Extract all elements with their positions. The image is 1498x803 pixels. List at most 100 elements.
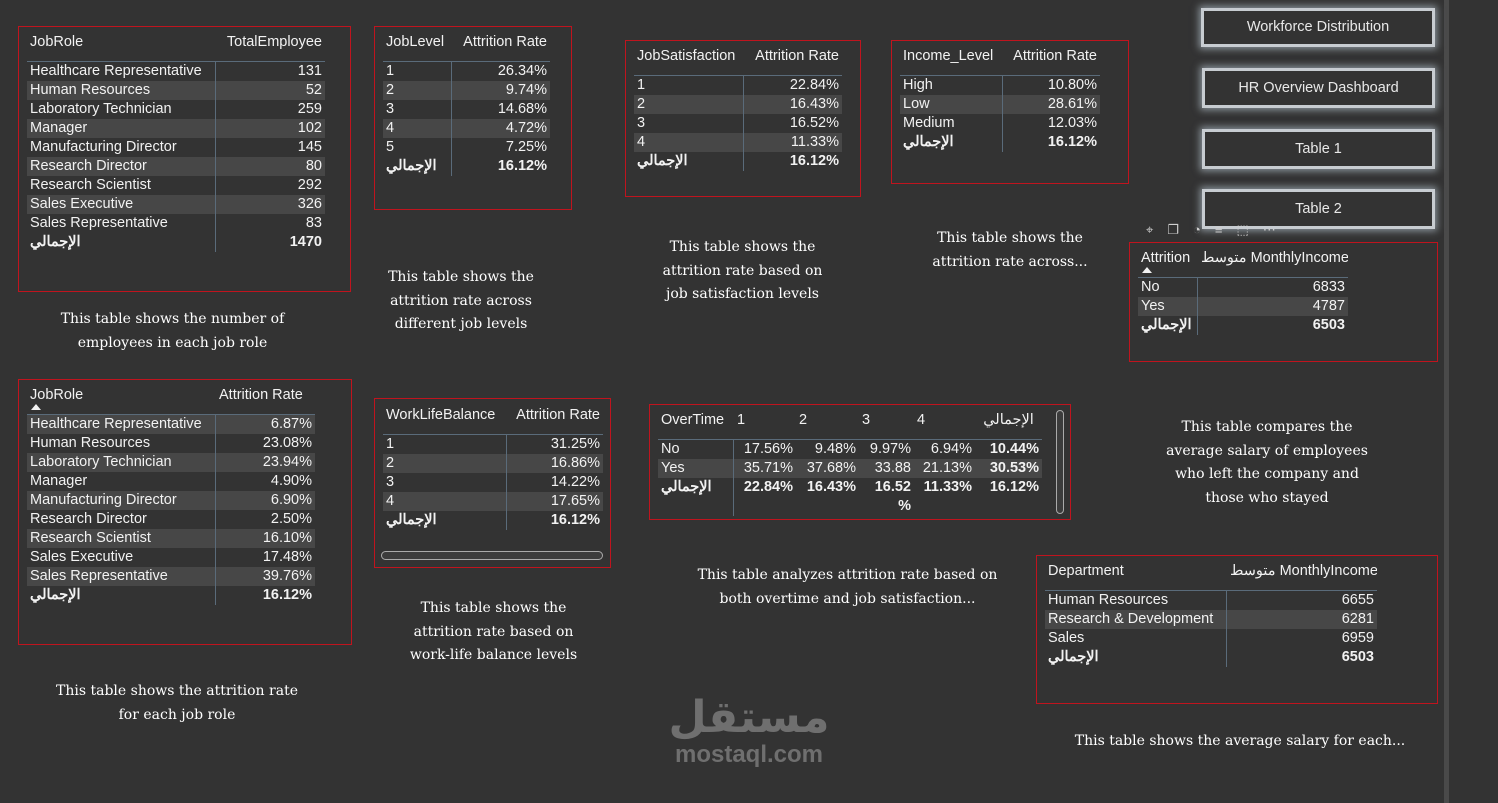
table-body: No 17.56% 9.48% 9.97% 6.94% 10.44% Yes 3… [658,440,1042,516]
column-header[interactable]: متوسط MonthlyIncome [1230,563,1377,579]
jobrole-attrition-table[interactable]: JobRole Attrition Rate Healthcare Represe… [27,386,315,605]
more-icon[interactable]: ⋯ [1262,222,1276,237]
column-header[interactable]: JobLevel [386,34,445,50]
column-header[interactable]: Attrition Rate [219,387,303,403]
bell-icon[interactable]: ◔ [1192,222,1201,237]
page-scrollbar[interactable] [1444,0,1449,803]
watermark-arabic: مستقل [668,692,830,743]
table-row[interactable]: 4 4.72% [383,119,550,138]
table-row[interactable]: 2 16.43% [634,95,842,114]
sort-ascending-icon[interactable] [1142,267,1152,273]
income-attrition-note: This table shows the attrition rate acro… [932,230,1088,270]
column-header[interactable]: Income_Level [903,48,994,64]
table-row[interactable]: Manufacturing Director 6.90% [27,491,315,510]
attrition-income-note: This table compares the average salary o… [1166,419,1368,506]
department-income-table[interactable]: Department متوسط MonthlyIncome Human Reso… [1045,562,1377,667]
column-header[interactable]: OverTime [661,412,725,428]
column-header[interactable]: 1 [737,412,746,428]
column-header[interactable]: 4 [917,412,926,428]
table-row[interactable]: Laboratory Technician 23.94% [27,453,315,472]
column-header[interactable]: Attrition [1141,250,1191,266]
column-header[interactable]: TotalEmployee [226,34,322,50]
table-row[interactable]: No 17.56% 9.48% 9.97% 6.94% 10.44% [658,440,1042,459]
table-1-button[interactable]: Table 1 [1202,129,1435,169]
table-row[interactable]: Sales Representative 83 [27,214,325,233]
overtime-matrix-table[interactable]: OverTime 1 2 3 4 الإجمالي No 17.56% 9.48… [658,411,1042,516]
table-row[interactable]: Healthcare Representative 6.87% [27,415,315,434]
table-row[interactable]: Sales Executive 326 [27,195,325,214]
table-row[interactable]: Research Scientist 16.10% [27,529,315,548]
hr-overview-dashboard-button[interactable]: HR Overview Dashboard [1202,68,1435,108]
table-row[interactable]: No 6833 [1138,278,1348,297]
table-row[interactable]: Research & Development 6281 [1045,610,1377,629]
table-row[interactable]: Human Resources 23.08% [27,434,315,453]
column-header[interactable]: JobRole [30,387,84,403]
table-row[interactable]: Medium 12.03% [900,114,1100,133]
table-row[interactable]: 2 16.86% [383,454,603,473]
sort-ascending-icon[interactable] [31,404,41,410]
column-header[interactable]: Department [1048,563,1124,579]
workforce-distribution-button[interactable]: Workforce Distribution [1201,8,1435,47]
table-row[interactable]: Sales Representative 39.76% [27,567,315,586]
income-attrition-table[interactable]: Income_Level Attrition Rate High 10.80% Lo… [900,47,1100,152]
column-header[interactable]: JobSatisfaction [637,48,736,64]
table-row[interactable]: 3 16.52% [634,114,842,133]
table-row[interactable]: Manager 102 [27,119,325,138]
horizontal-scrollbar[interactable] [381,551,603,560]
table-row[interactable]: 1 26.34% [383,62,550,81]
column-header[interactable]: Attrition Rate [463,34,547,50]
joblevel-attrition-card [374,26,572,210]
table-row[interactable]: 4 11.33% [634,133,842,152]
table-row[interactable]: Yes 35.71% 37.68% 33.88 21.13% 30.53% [658,459,1042,478]
column-header[interactable]: JobRole [30,34,84,50]
table-body: Human Resources 6655 Research & Developme… [1045,591,1377,667]
table-row[interactable]: Research Scientist 292 [27,176,325,195]
filter-icon[interactable]: ≡ [1214,222,1223,237]
table-2-button[interactable]: Table 2 [1202,189,1435,229]
total-row: الإجمالي 16.12% [383,511,603,530]
table-row[interactable]: Healthcare Representative 131 [27,62,325,81]
column-header[interactable]: 3 [862,412,871,428]
table-row[interactable]: 3 14.22% [383,473,603,492]
table-row[interactable]: Yes 4787 [1138,297,1348,316]
table-row[interactable]: 1 22.84% [634,76,842,95]
column-header[interactable]: الإجمالي [983,412,1034,428]
column-header[interactable]: 2 [799,412,808,428]
column-header[interactable]: متوسط MonthlyIncome [1201,250,1348,266]
jobrole-employees-table[interactable]: JobRole TotalEmployee Healthcare Represen… [27,33,325,252]
column-header[interactable]: Attrition Rate [516,407,600,423]
table-row[interactable]: 4 17.65% [383,492,603,511]
table-row[interactable]: Research Director 80 [27,157,325,176]
total-row: الإجمالي 1470 [27,233,325,252]
table-row[interactable]: Manager 4.90% [27,472,315,491]
column-header[interactable]: Attrition Rate [755,48,839,64]
expand-icon[interactable]: ⬚ [1236,222,1249,237]
table-row[interactable]: 1 31.25% [383,435,603,454]
table-row[interactable]: Manufacturing Director 145 [27,138,325,157]
table-row[interactable]: Human Resources 6655 [1045,591,1377,610]
table-row[interactable]: 2 9.74% [383,81,550,100]
table-row[interactable]: Laboratory Technician 259 [27,100,325,119]
table-row[interactable]: High 10.80% [900,76,1100,95]
table-row[interactable]: Sales Executive 17.48% [27,548,315,567]
total-row: الإجمالي 16.12% [27,586,315,605]
copy-icon[interactable]: ❐ [1167,222,1179,237]
column-header[interactable]: Attrition Rate [1013,48,1097,64]
table-row[interactable]: 5 7.25% [383,138,550,157]
total-row: الإجمالي 16.12% [383,157,550,176]
table-row[interactable]: 3 14.68% [383,100,550,119]
total-row: الإجمالي 16.12% [634,152,842,171]
column-header[interactable]: WorkLifeBalance [386,407,496,423]
pin-icon[interactable]: ⌖ [1146,222,1154,237]
vertical-scrollbar[interactable] [1056,410,1064,514]
table-row[interactable]: Human Resources 52 [27,81,325,100]
table-body: No 6833 Yes 4787 الإجمالي 6503 [1138,278,1348,335]
table-row[interactable]: Sales 6959 [1045,629,1377,648]
table-body: 1 26.34% 2 9.74% 3 14.68% 4 4.72% 5 7.25% الإ… [383,62,550,176]
attrition-income-table[interactable]: Attrition متوسط MonthlyIncome No 6833 Yes 4… [1138,249,1348,335]
table-row[interactable]: Research Director 2.50% [27,510,315,529]
table-row[interactable]: Low 28.61% [900,95,1100,114]
